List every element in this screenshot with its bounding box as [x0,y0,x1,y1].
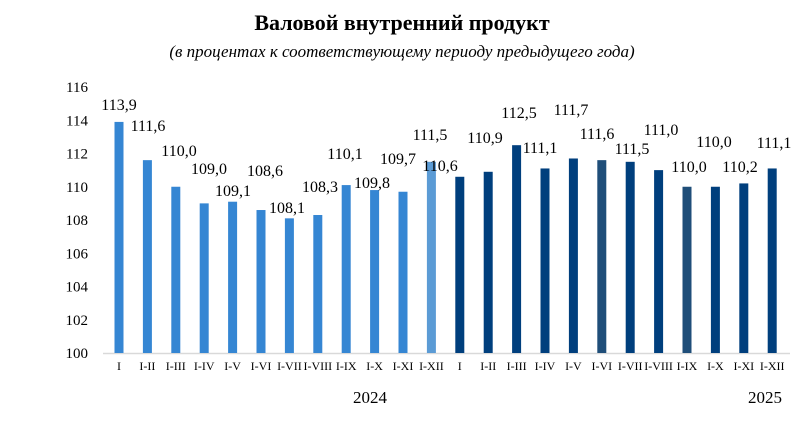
data-label: 110,2 [722,159,757,176]
x-tick-label: I-V [224,359,241,373]
data-label: 113,9 [101,97,136,114]
bar [228,201,238,353]
bar [426,161,436,353]
x-tick-label: I-II [480,359,496,373]
x-tick-label: I-XII [419,359,444,373]
data-label: 110,0 [161,143,196,160]
bar [256,210,266,353]
bar [512,145,522,353]
group-label-2025: 2025 [748,388,782,407]
bar [654,170,664,353]
bar [739,183,749,353]
data-label: 111,1 [757,135,792,152]
data-label: 111,5 [413,127,448,144]
data-label: 111,1 [523,140,558,157]
data-label: 109,1 [215,183,251,200]
bar [341,185,351,353]
x-tick-label: I-X [707,359,724,373]
y-tick-label: 114 [66,113,88,129]
bar [682,186,692,353]
x-tick-label: I-VII [618,359,643,373]
data-label: 108,3 [302,179,338,196]
bar [313,215,323,353]
data-label: 111,6 [580,126,615,143]
x-tick-label: I-III [166,359,186,373]
bar [597,160,607,353]
x-tick-label: I-IV [194,359,215,373]
x-tick-label: I-II [139,359,155,373]
x-tick-label: I-X [366,359,383,373]
data-label: 110,9 [467,130,502,147]
y-tick-label: 116 [66,80,88,96]
data-label: 111,7 [554,102,589,119]
x-tick-label: I-XI [393,359,414,373]
bar [540,168,550,353]
x-tick-label: I-XII [760,359,785,373]
x-tick-label: I-IV [535,359,556,373]
x-tick-label: I [458,359,462,373]
x-tick-label: I-VI [251,359,272,373]
x-tick-label: I-IX [677,359,698,373]
data-label: 110,0 [671,159,706,176]
x-tick-label: I [117,359,121,373]
data-label: 108,1 [269,200,305,217]
x-tick-label: I-VIII [644,359,673,373]
data-label: 111,0 [644,122,679,139]
x-tick-label: I-V [565,359,582,373]
bar [767,168,777,353]
data-label: 110,6 [422,158,457,175]
bar [199,203,209,353]
bar [455,176,465,353]
x-tick-label: I-VII [277,359,302,373]
y-tick-label: 108 [66,213,89,229]
y-tick-label: 110 [66,180,88,196]
bar [568,158,578,353]
data-label: 112,5 [501,105,536,122]
bar [284,218,294,353]
y-tick-label: 102 [66,313,89,329]
x-tick-label: I-IX [336,359,357,373]
y-tick-label: 106 [66,246,89,262]
data-label: 110,0 [696,134,731,151]
x-tick-label: I-VIII [303,359,332,373]
data-label: 109,0 [191,161,227,178]
x-tick-label: I-III [507,359,527,373]
x-tick-label: I-VI [591,359,612,373]
group-label-2024: 2024 [353,388,388,407]
bar [370,190,380,353]
bar [398,191,408,353]
data-label: 110,1 [327,146,362,163]
data-label: 111,5 [615,141,650,158]
data-label: 111,6 [131,118,166,135]
x-tick-label: I-XI [733,359,754,373]
bar [625,161,635,353]
data-label: 108,6 [247,163,283,180]
y-tick-label: 100 [66,346,89,362]
y-tick-label: 112 [66,147,88,163]
chart-subtitle: (в процентах к соответствующему периоду … [169,42,635,61]
bar [710,186,720,353]
bar [483,171,493,353]
bar [171,186,181,353]
data-label: 109,8 [354,175,390,192]
y-tick-label: 104 [66,280,89,296]
bar [142,160,152,353]
data-label: 109,7 [380,151,416,168]
bar [114,121,124,353]
chart-title: Валовой внутренний продукт [254,10,550,35]
